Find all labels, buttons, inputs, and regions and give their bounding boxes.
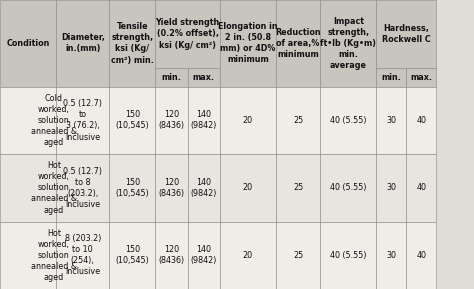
Text: 40: 40 [416, 116, 426, 125]
Text: Tensile
strength,
ksi (Kg/
cm²) min.: Tensile strength, ksi (Kg/ cm²) min. [111, 22, 154, 64]
Bar [0, 87, 56, 154]
Text: 0.5 (12.7)
to 8
(203.2),
Inclusive: 0.5 (12.7) to 8 (203.2), Inclusive [63, 167, 102, 209]
Text: 8 (203.2)
to 10
(254),
Inclusive: 8 (203.2) to 10 (254), Inclusive [64, 234, 101, 277]
Text: 150
(10,545): 150 (10,545) [116, 245, 149, 265]
Bar [109, 0, 155, 87]
Text: 120
(8436): 120 (8436) [158, 110, 185, 130]
Text: Elongation in
2 in. (50.8
mm) or 4D%
minimum: Elongation in 2 in. (50.8 mm) or 4D% min… [218, 22, 278, 64]
Bar [376, 154, 406, 222]
Bar [220, 222, 276, 289]
Bar [188, 154, 220, 222]
Bar [320, 154, 376, 222]
Bar [155, 68, 188, 87]
Text: Reduction
of area,%
minimum: Reduction of area,% minimum [275, 28, 321, 59]
Bar [406, 68, 436, 87]
Text: Yield strength
(0.2% offset),
ksi (Kg/ cm²): Yield strength (0.2% offset), ksi (Kg/ c… [155, 18, 220, 49]
Bar [56, 87, 109, 154]
Bar [0, 154, 56, 222]
Text: 30: 30 [386, 251, 396, 260]
Text: Hot
worked,
solution
annealed &
aged: Hot worked, solution annealed & aged [31, 229, 77, 282]
Bar [320, 0, 376, 87]
Bar [376, 222, 406, 289]
Bar [406, 87, 436, 154]
Bar [155, 0, 220, 68]
Bar [220, 0, 276, 87]
Bar [188, 222, 220, 289]
Bar [56, 0, 109, 87]
Text: Condition: Condition [6, 39, 50, 48]
Bar [276, 0, 320, 87]
Bar [276, 87, 320, 154]
Text: min.: min. [162, 73, 182, 82]
Bar [0, 0, 56, 87]
Text: min.: min. [382, 73, 401, 82]
Bar [220, 87, 276, 154]
Bar [188, 87, 220, 154]
Text: 40: 40 [416, 251, 426, 260]
Bar [406, 154, 436, 222]
Text: 140
(9842): 140 (9842) [191, 178, 217, 198]
Bar [320, 222, 376, 289]
Text: Hardness,
Rockwell C: Hardness, Rockwell C [382, 24, 430, 44]
Text: 140
(9842): 140 (9842) [191, 245, 217, 265]
Bar [0, 222, 56, 289]
Text: 120
(8436): 120 (8436) [158, 178, 185, 198]
Bar [276, 222, 320, 289]
Bar [56, 154, 109, 222]
Text: 120
(8436): 120 (8436) [158, 245, 185, 265]
Text: Hot
worked,
solution
annealed &
aged: Hot worked, solution annealed & aged [31, 161, 77, 214]
Text: 0.5 (12.7)
to
3 (76.2),
Inclusive: 0.5 (12.7) to 3 (76.2), Inclusive [63, 99, 102, 142]
Text: 25: 25 [293, 116, 303, 125]
Text: 150
(10,545): 150 (10,545) [116, 110, 149, 130]
Text: Impact
strength,
ft•lb (Kg•m)
min.
average: Impact strength, ft•lb (Kg•m) min. avera… [320, 17, 376, 70]
Text: 150
(10,545): 150 (10,545) [116, 178, 149, 198]
Bar [320, 87, 376, 154]
Bar [376, 68, 406, 87]
Text: Diameter,
in.(mm): Diameter, in.(mm) [61, 33, 105, 53]
Text: 25: 25 [293, 251, 303, 260]
Text: 140
(9842): 140 (9842) [191, 110, 217, 130]
Bar [155, 154, 188, 222]
Bar [376, 0, 436, 68]
Bar [155, 87, 188, 154]
Text: 40: 40 [416, 183, 426, 192]
Text: 40 (5.55): 40 (5.55) [330, 183, 367, 192]
Bar [56, 222, 109, 289]
Text: max.: max. [410, 73, 432, 82]
Bar [109, 222, 155, 289]
Text: 40 (5.55): 40 (5.55) [330, 116, 367, 125]
Text: 20: 20 [243, 116, 253, 125]
Bar [276, 154, 320, 222]
Bar [376, 87, 406, 154]
Bar [155, 222, 188, 289]
Text: 40 (5.55): 40 (5.55) [330, 251, 367, 260]
Text: max.: max. [193, 73, 215, 82]
Text: 30: 30 [386, 183, 396, 192]
Text: Cold
worked,
solution
annealed &
aged: Cold worked, solution annealed & aged [31, 94, 77, 147]
Bar [109, 154, 155, 222]
Bar [406, 222, 436, 289]
Text: 20: 20 [243, 183, 253, 192]
Text: 25: 25 [293, 183, 303, 192]
Text: 20: 20 [243, 251, 253, 260]
Bar [109, 87, 155, 154]
Text: 30: 30 [386, 116, 396, 125]
Bar [220, 154, 276, 222]
Bar [188, 68, 220, 87]
